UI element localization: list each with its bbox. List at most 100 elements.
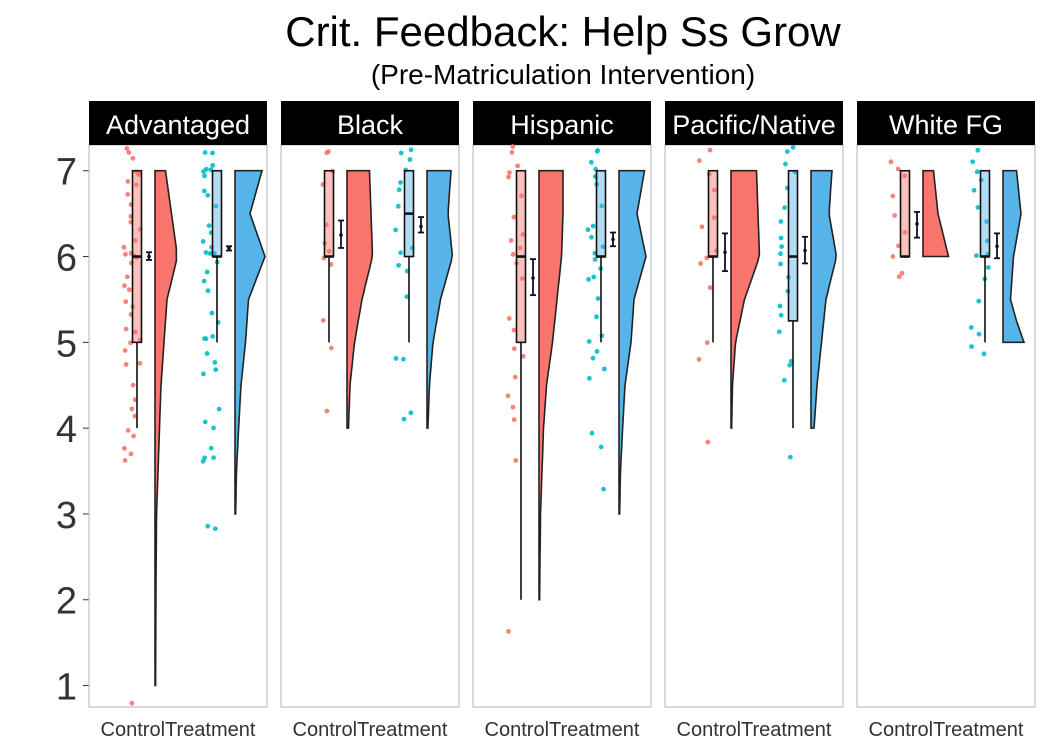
facet-strip-label: Pacific/Native: [672, 110, 836, 140]
mean-point: [419, 224, 423, 229]
data-point: [129, 700, 135, 706]
data-point: [212, 360, 218, 365]
data-point: [599, 203, 605, 209]
data-point: [976, 298, 982, 304]
data-point: [132, 238, 138, 243]
data-point: [508, 238, 514, 243]
data-point: [205, 192, 211, 198]
data-point: [599, 333, 605, 339]
chart-title: Crit. Feedback: Help Ss Grow: [285, 8, 841, 55]
data-point: [510, 144, 516, 149]
data-point: [326, 149, 331, 154]
data-point: [591, 274, 597, 280]
data-point: [204, 351, 210, 356]
data-point: [699, 224, 705, 230]
y-axis: 1 2 3 4 5 6 7: [56, 152, 89, 709]
mean-point: [147, 254, 151, 259]
data-point: [137, 360, 143, 366]
data-point: [778, 219, 784, 224]
box: [899, 169, 911, 258]
y-tick-label: 6: [56, 238, 77, 280]
data-point: [208, 445, 214, 451]
data-point: [896, 274, 902, 280]
data-point: [601, 486, 606, 492]
data-point: [131, 433, 137, 439]
chart-subtitle: (Pre-Matriculation Intervention): [371, 59, 755, 90]
data-point: [974, 169, 980, 175]
data-point: [782, 205, 788, 210]
data-point: [711, 187, 717, 193]
half-violin: [618, 169, 647, 515]
data-point: [212, 526, 218, 532]
data-point: [590, 355, 596, 361]
facet-panel: Pacific/Native ControlTreatment: [664, 101, 844, 741]
box: [595, 169, 607, 258]
data-point: [902, 229, 908, 235]
data-point: [395, 203, 401, 209]
half-violin: [1002, 169, 1026, 344]
data-point: [328, 345, 334, 351]
data-point: [407, 157, 413, 162]
data-point: [509, 150, 515, 155]
data-point: [398, 250, 404, 256]
data-point: [130, 155, 136, 161]
data-point: [210, 334, 216, 339]
data-point: [201, 188, 207, 194]
data-point: [515, 163, 520, 169]
data-point: [787, 362, 793, 368]
data-point: [511, 346, 517, 352]
data-point: [511, 417, 517, 423]
x-tick-labels: ControlTreatment: [485, 719, 640, 741]
data-point: [594, 349, 600, 354]
data-point: [125, 191, 131, 197]
data-point: [969, 344, 974, 350]
data-point: [213, 367, 219, 373]
data-point: [209, 310, 215, 316]
box: [979, 169, 991, 258]
data-point: [704, 340, 710, 346]
data-point: [126, 150, 132, 155]
data-point: [890, 193, 896, 199]
data-point: [124, 274, 130, 280]
facet-strip-label: Hispanic: [510, 110, 614, 140]
data-point: [326, 248, 332, 254]
data-point: [202, 173, 207, 179]
data-point: [213, 203, 219, 209]
data-point: [202, 419, 208, 425]
data-point: [707, 285, 713, 291]
data-point: [393, 227, 399, 233]
data-point: [892, 213, 898, 218]
data-point: [404, 294, 410, 300]
x-tick-labels: ControlTreatment: [869, 719, 1024, 741]
mean-point: [531, 276, 535, 280]
data-point: [588, 159, 594, 165]
data-point: [776, 329, 782, 335]
data-point: [711, 215, 717, 220]
data-point: [974, 253, 979, 259]
data-point: [975, 147, 981, 153]
data-point: [512, 374, 518, 380]
data-point: [784, 149, 790, 154]
y-tick-label: 3: [56, 495, 77, 537]
data-point: [506, 174, 511, 180]
data-point: [130, 382, 136, 388]
facet-panels: AdvantagedControlTreatmentBlackControlTr…: [88, 101, 1036, 741]
data-point: [778, 251, 783, 257]
facet-panel: White FG ControlTreatment: [856, 101, 1036, 741]
y-tick-label: 2: [56, 581, 77, 623]
x-tick-label: Treatment: [549, 719, 640, 741]
facet-panel: Black ControlTreatment: [280, 101, 460, 741]
data-point: [600, 244, 606, 250]
data-point: [510, 404, 516, 410]
data-point: [970, 159, 976, 165]
x-tick-labels: ControlTreatment: [293, 719, 448, 741]
box: [323, 169, 335, 258]
x-tick-label: Treatment: [357, 719, 448, 741]
data-point: [781, 377, 787, 383]
mean-point: [803, 248, 807, 253]
data-point: [201, 169, 206, 174]
x-tick-label: Treatment: [933, 719, 1024, 741]
data-point: [202, 336, 207, 341]
data-point: [777, 303, 783, 309]
